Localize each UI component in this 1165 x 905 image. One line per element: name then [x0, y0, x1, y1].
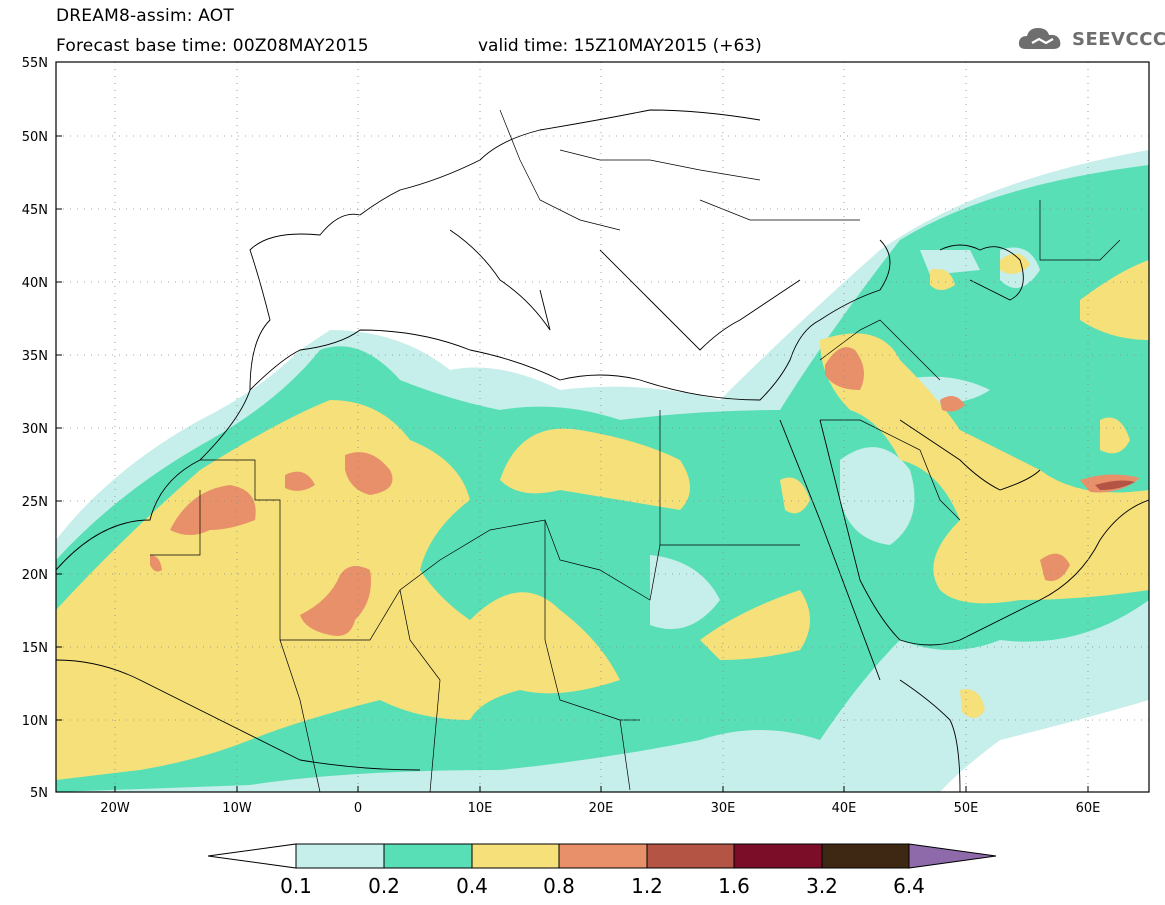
colorbar-bin	[295, 843, 385, 869]
colorbar-label: 1.6	[718, 874, 750, 898]
colorbar-label: 3.2	[806, 874, 838, 898]
country-borders	[150, 109, 1121, 792]
lon-label: 20W	[100, 801, 130, 816]
colorbar-label: 0.8	[543, 874, 575, 898]
lat-label: 30N	[22, 422, 48, 437]
logo-text: SEEVCCC	[1072, 28, 1165, 50]
colorbar-label: 6.4	[893, 874, 925, 898]
lon-label: 0	[354, 801, 362, 816]
lon-label: 60E	[1076, 801, 1101, 816]
colorbar-bin	[821, 843, 910, 869]
lat-label: 10N	[22, 714, 48, 729]
lon-label: 20E	[589, 801, 614, 816]
map-frame	[55, 61, 1150, 793]
valid-time: valid time: 15Z10MAY2015 (+63)	[478, 36, 762, 56]
colorbar-bin	[733, 843, 823, 869]
axis-ticks	[56, 61, 1089, 792]
lon-labels: 20W 10W 0 10E 20E 30E 40E 50E 60E	[100, 801, 1100, 816]
forecast-base-time: Forecast base time: 00Z08MAY2015	[56, 36, 369, 56]
lat-label: 50N	[22, 130, 48, 145]
lat-label: 35N	[22, 349, 48, 364]
colorbar-under-arrow	[207, 843, 297, 869]
lat-label: 55N	[22, 56, 48, 71]
lon-label: 40E	[832, 801, 857, 816]
lat-label: 25N	[22, 495, 48, 510]
lat-label: 45N	[22, 203, 48, 218]
colorbar-label: 0.2	[368, 874, 400, 898]
lon-label: 30E	[711, 801, 736, 816]
lat-label: 20N	[22, 568, 48, 583]
colorbar-bin	[383, 843, 473, 869]
lon-label: 10W	[222, 801, 252, 816]
grid-lines	[56, 62, 1149, 792]
colorbar-label: 0.4	[456, 874, 488, 898]
aot-contour-layer	[56, 62, 1149, 792]
seevccc-logo: SEEVCCC	[1016, 22, 1165, 56]
lat-label: 15N	[22, 641, 48, 656]
coastlines	[56, 109, 1149, 792]
colorbar: 0.1 0.2 0.4 0.8 1.2 1.6 3.2 6.4	[207, 843, 997, 898]
lat-labels: 55N 50N 45N 40N 35N 30N 25N 20N 15N 10N …	[22, 56, 48, 801]
map-title: DREAM8-assim: AOT	[56, 6, 234, 26]
colorbar-bin	[558, 843, 648, 869]
lat-label: 40N	[22, 276, 48, 291]
colorbar-label: 1.2	[631, 874, 663, 898]
colorbar-label: 0.1	[280, 874, 312, 898]
colorbar-bin	[471, 843, 560, 869]
lon-label: 10E	[468, 801, 493, 816]
colorbar-bin	[646, 843, 735, 869]
lon-label: 50E	[954, 801, 979, 816]
cloud-icon	[1018, 28, 1061, 49]
lat-label: 5N	[30, 786, 48, 801]
colorbar-over-arrow	[908, 843, 997, 869]
